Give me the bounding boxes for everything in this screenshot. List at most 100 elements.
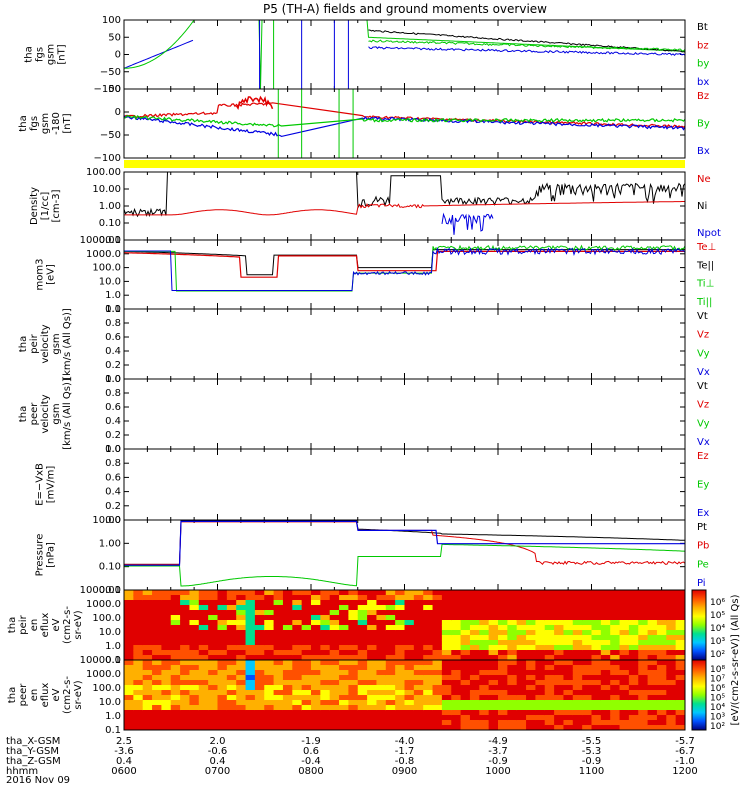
colorbar-tick-label: 10⁶ xyxy=(710,598,725,608)
spec-cell xyxy=(600,695,611,701)
spec-cell xyxy=(198,650,209,656)
spec-cell xyxy=(180,635,190,641)
legend-entry: Ez xyxy=(697,451,709,462)
spec-cell xyxy=(180,705,190,711)
spec-cell xyxy=(133,635,144,641)
spec-cell xyxy=(217,710,228,716)
spec-cell xyxy=(535,725,546,731)
spec-cell xyxy=(367,675,377,681)
spec-cell xyxy=(320,670,331,676)
spec-cell xyxy=(189,695,200,701)
spec-cell xyxy=(217,625,228,631)
spec-cell xyxy=(161,605,172,611)
spec-cell xyxy=(656,680,667,686)
mode-bar xyxy=(124,160,685,168)
spec-cell xyxy=(245,700,256,706)
orbit-value: 0900 xyxy=(392,766,417,777)
spec-cell xyxy=(516,650,527,656)
spec-cell xyxy=(385,630,396,636)
spec-cell xyxy=(413,600,424,606)
spec-cell xyxy=(339,630,349,636)
spec-cell xyxy=(367,595,377,601)
spec-cell xyxy=(582,620,592,626)
spec-cell xyxy=(198,605,209,611)
spec-cell xyxy=(320,605,331,611)
spec-cell xyxy=(451,710,462,716)
y-axis-label-line: peir xyxy=(18,614,29,634)
spec-cell xyxy=(469,615,480,621)
spec-cell xyxy=(469,590,480,596)
spec-cell xyxy=(273,605,284,611)
y-tick-label: 0.01 xyxy=(99,585,121,596)
spec-cell xyxy=(535,590,546,596)
spec-cell xyxy=(666,590,677,596)
spec-cell xyxy=(432,690,443,696)
spec-cell xyxy=(339,635,349,641)
spec-cell xyxy=(582,650,592,656)
spec-cell xyxy=(516,605,527,611)
spec-cell xyxy=(572,610,583,616)
spec-cell xyxy=(544,630,555,636)
spec-cell xyxy=(395,710,405,716)
spec-cell xyxy=(189,710,200,716)
spec-cell xyxy=(460,615,471,621)
spec-cell xyxy=(507,715,518,721)
spec-cell xyxy=(554,670,564,676)
spec-cell xyxy=(479,620,490,626)
y-axis-label-line: tha xyxy=(24,46,35,62)
spec-cell xyxy=(124,595,134,601)
spec-cell xyxy=(208,655,218,661)
spec-cell xyxy=(367,615,377,621)
spec-cell xyxy=(339,710,349,716)
spec-cell xyxy=(432,710,443,716)
spec-cell xyxy=(152,630,162,636)
spec-cell xyxy=(432,645,443,651)
spec-cell xyxy=(198,660,209,666)
y-tick-label: 10.00 xyxy=(92,515,121,526)
spec-cell xyxy=(656,725,667,731)
spec-cell xyxy=(208,595,218,601)
spec-cell xyxy=(469,725,480,731)
spec-cell xyxy=(189,660,200,666)
spec-cell xyxy=(198,700,209,706)
spec-cell xyxy=(180,690,190,696)
spec-cell xyxy=(432,590,443,596)
spec-cell xyxy=(666,620,677,626)
spec-cell xyxy=(666,715,677,721)
spec-cell xyxy=(619,695,630,701)
spec-cell xyxy=(282,630,293,636)
spec-cell xyxy=(264,680,275,686)
spec-cell xyxy=(385,690,396,696)
spec-cell xyxy=(628,690,639,696)
spec-cell xyxy=(226,710,237,716)
spec-cell xyxy=(628,720,639,726)
y-axis-label-line: eflux xyxy=(40,613,51,638)
spec-cell xyxy=(526,680,536,686)
spec-cell xyxy=(133,630,144,636)
spec-cell xyxy=(460,655,471,661)
spec-cell xyxy=(507,650,518,656)
spec-cell xyxy=(432,680,443,686)
spec-cell xyxy=(180,670,190,676)
spec-cell xyxy=(498,590,508,596)
spec-cell xyxy=(311,645,321,651)
bx-line xyxy=(123,39,194,69)
spec-cell xyxy=(395,645,405,651)
spec-cell xyxy=(282,605,293,611)
spec-cell xyxy=(404,720,415,726)
y-tick-label: 1.0 xyxy=(105,374,121,385)
spec-cell xyxy=(245,685,256,691)
spec-cell xyxy=(189,620,200,626)
spec-cell xyxy=(413,590,424,596)
spec-cell xyxy=(498,725,508,731)
spec-cell xyxy=(479,695,490,701)
y-tick-label: 10.0 xyxy=(99,276,121,287)
spec-cell xyxy=(339,715,349,721)
y-axis-label-line: sr-eV) xyxy=(73,680,84,709)
spec-cell xyxy=(666,635,677,641)
spec-cell xyxy=(647,640,658,646)
spec-cell xyxy=(572,635,583,641)
spec-cell xyxy=(488,645,499,651)
spec-cell xyxy=(292,640,303,646)
spec-cell xyxy=(628,710,639,716)
